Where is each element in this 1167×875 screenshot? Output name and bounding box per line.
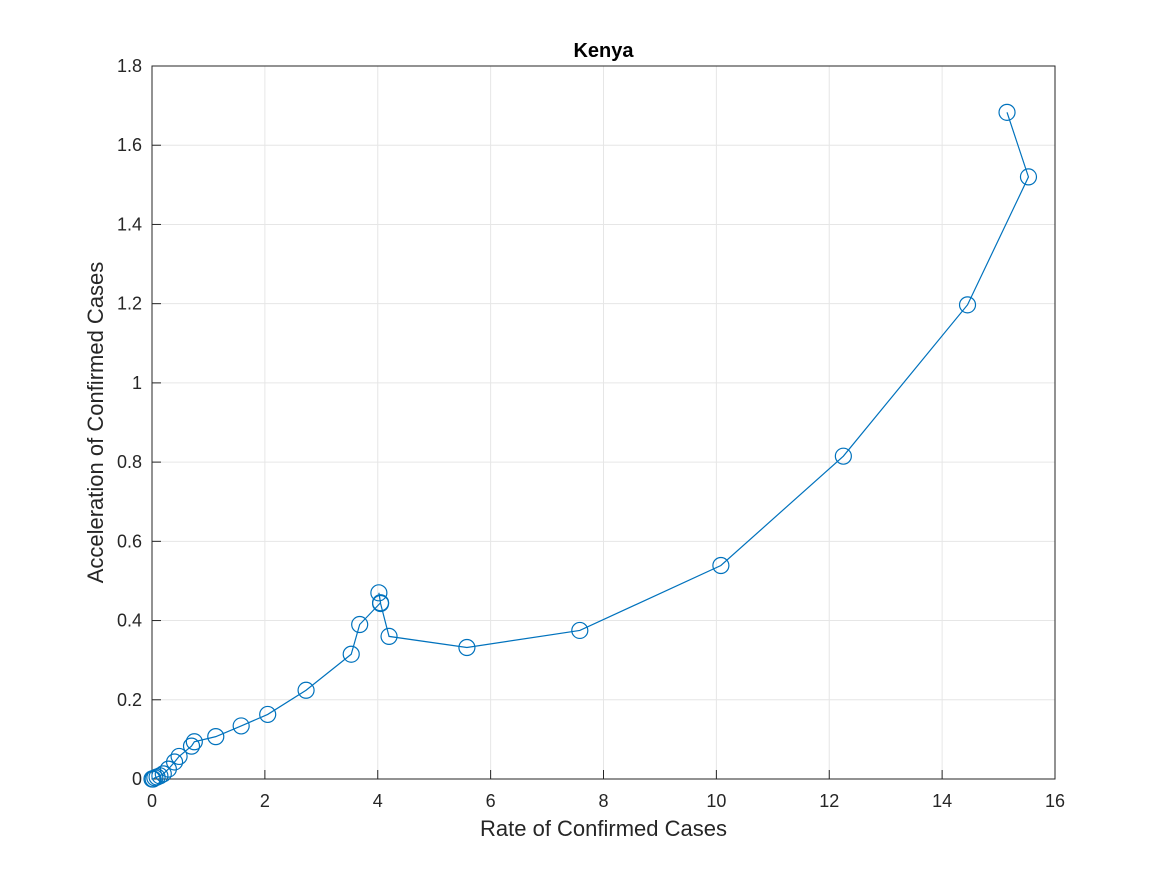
x-tick-label: 16 <box>1045 791 1065 811</box>
x-tick-label: 12 <box>819 791 839 811</box>
data-point <box>370 584 388 602</box>
y-tick-label: 1.4 <box>117 214 142 234</box>
data-point <box>958 296 977 314</box>
axis-tick-labels: 0 2 4 6 8 10 12 14 16 0 0.2 0.4 0.6 0.8 1 1.2 1.4 1.6 1.8 <box>117 56 1065 811</box>
data-point <box>182 737 201 755</box>
data-point <box>371 594 390 613</box>
y-tick-label: 0 <box>132 769 142 789</box>
data-point <box>170 747 188 766</box>
data-point <box>571 621 589 640</box>
data-point <box>712 556 730 575</box>
chart-title: Kenya <box>573 40 634 62</box>
data-point <box>232 717 250 735</box>
y-tick-label: 1.8 <box>117 56 142 76</box>
grid <box>152 66 1055 779</box>
x-tick-label: 4 <box>373 791 383 811</box>
data-point <box>154 765 172 783</box>
data-point <box>834 447 852 465</box>
y-tick-label: 1.2 <box>117 294 142 314</box>
data-point <box>351 615 369 634</box>
data-point <box>165 753 184 771</box>
data-point <box>259 705 277 724</box>
series-0 <box>143 103 1038 788</box>
x-tick-label: 10 <box>706 791 726 811</box>
data-point <box>185 733 203 751</box>
y-tick-label: 0.4 <box>117 611 142 631</box>
x-tick-label: 2 <box>260 791 270 811</box>
data-point <box>458 638 476 657</box>
data-point <box>1019 168 1038 186</box>
x-tick-label: 14 <box>932 791 952 811</box>
series-line <box>152 112 1030 780</box>
series <box>143 103 1038 788</box>
data-point <box>342 645 360 663</box>
y-axis-label: Acceleration of Confirmed Cases <box>83 262 108 584</box>
data-point <box>380 627 398 646</box>
data-point <box>998 103 1016 121</box>
y-tick-label: 0.2 <box>117 690 142 710</box>
y-tick-label: 1.6 <box>117 135 142 155</box>
y-tick-label: 0.6 <box>117 531 142 551</box>
x-axis-label: Rate of Confirmed Cases <box>480 816 727 841</box>
y-tick-label: 1 <box>132 373 142 393</box>
data-point <box>297 681 315 699</box>
x-tick-label: 8 <box>598 791 608 811</box>
data-point <box>159 760 177 778</box>
data-point <box>207 728 225 746</box>
x-tick-label: 6 <box>486 791 496 811</box>
x-tick-label: 0 <box>147 791 157 811</box>
y-tick-label: 0.8 <box>117 452 142 472</box>
